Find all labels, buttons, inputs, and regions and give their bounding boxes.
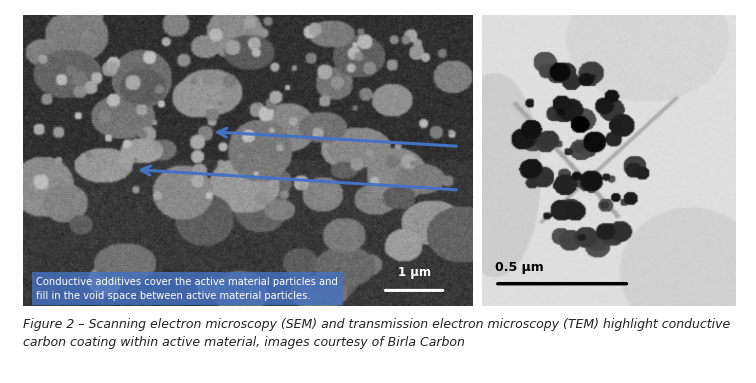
Text: Conductive additives cover the active material particles and
fill in the void sp: Conductive additives cover the active ma… <box>36 277 338 301</box>
Text: Figure 2 – Scanning electron microscopy (SEM) and transmission electron microsco: Figure 2 – Scanning electron microscopy … <box>23 318 730 349</box>
Text: 1 μm: 1 μm <box>398 266 430 279</box>
Text: 0.5 μm: 0.5 μm <box>495 261 544 274</box>
